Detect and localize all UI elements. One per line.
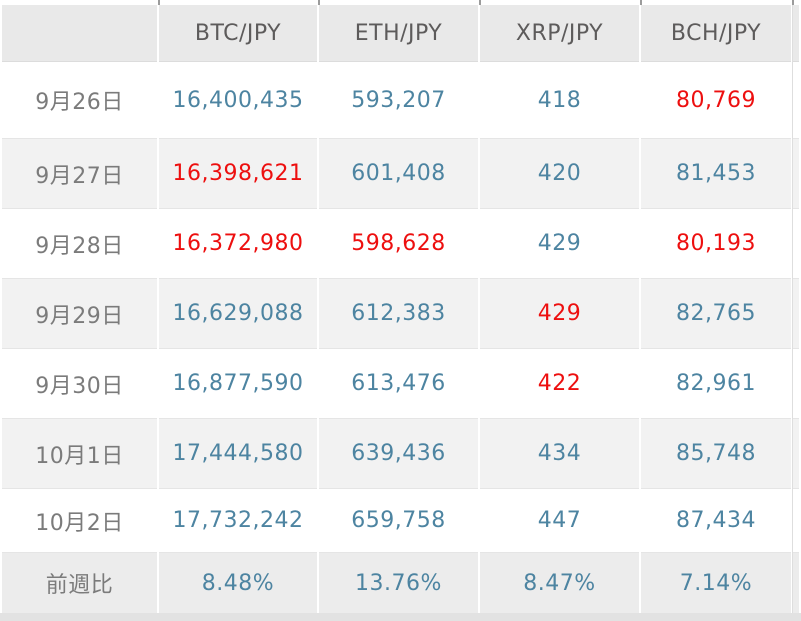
date-cell: 9月28日 (2, 209, 157, 279)
eth-price-cell: 659,758 (319, 489, 478, 553)
column-header-eth-jpy: ETH/JPY (319, 5, 478, 62)
date-cell: 10月2日 (2, 489, 157, 553)
right-column-divider-line (792, 5, 793, 613)
cutoff-column-sliver (793, 419, 799, 489)
bch-price-cell: 80,769 (641, 62, 791, 139)
eth-price-cell: 598,628 (319, 209, 478, 279)
column-divider-tick (792, 0, 794, 5)
weekly-change-row: 前週比 8.48% 13.76% 8.47% 7.14% (2, 553, 799, 613)
table-row: 9月29日 16,629,088 612,383 429 82,765 (2, 279, 799, 349)
date-cell: 9月30日 (2, 349, 157, 419)
cutoff-column-sliver (793, 5, 799, 62)
xrp-price-cell: 420 (480, 139, 639, 209)
xrp-price-cell: 429 (480, 209, 639, 279)
btc-price-cell: 17,732,242 (159, 489, 317, 553)
eth-price-cell: 612,383 (319, 279, 478, 349)
table-row: 9月27日 16,398,621 601,408 420 81,453 (2, 139, 799, 209)
eth-price-cell: 639,436 (319, 419, 478, 489)
eth-price-cell: 601,408 (319, 139, 478, 209)
column-header-bch-jpy: BCH/JPY (641, 5, 791, 62)
cutoff-column-sliver (793, 489, 799, 553)
bch-price-cell: 80,193 (641, 209, 791, 279)
eth-weekly-change-cell: 13.76% (319, 553, 478, 613)
btc-weekly-change-cell: 8.48% (159, 553, 317, 613)
btc-price-cell: 16,372,980 (159, 209, 317, 279)
btc-price-cell: 16,398,621 (159, 139, 317, 209)
cutoff-column-sliver (793, 553, 799, 613)
table-row: 10月1日 17,444,580 639,436 434 85,748 (2, 419, 799, 489)
btc-price-cell: 16,877,590 (159, 349, 317, 419)
cutoff-column-sliver (793, 209, 799, 279)
table-row: 10月2日 17,732,242 659,758 447 87,434 (2, 489, 799, 553)
btc-price-cell: 17,444,580 (159, 419, 317, 489)
xrp-price-cell: 434 (480, 419, 639, 489)
date-cell: 9月29日 (2, 279, 157, 349)
date-column-header (2, 5, 157, 62)
table-row: 9月28日 16,372,980 598,628 429 80,193 (2, 209, 799, 279)
xrp-price-cell: 447 (480, 489, 639, 553)
eth-price-cell: 593,207 (319, 62, 478, 139)
column-divider-tick (318, 0, 320, 5)
date-cell: 10月1日 (2, 419, 157, 489)
bottom-edge-strip (0, 613, 801, 621)
btc-price-cell: 16,629,088 (159, 279, 317, 349)
weekly-change-label: 前週比 (2, 553, 157, 613)
column-divider-tick (640, 0, 642, 5)
bch-price-cell: 81,453 (641, 139, 791, 209)
xrp-price-cell: 429 (480, 279, 639, 349)
weekly-crypto-price-table: BTC/JPY ETH/JPY XRP/JPY BCH/JPY 9月26日 16… (0, 5, 801, 613)
date-cell: 9月27日 (2, 139, 157, 209)
cutoff-column-sliver (793, 62, 799, 139)
xrp-weekly-change-cell: 8.47% (480, 553, 639, 613)
date-cell: 9月26日 (2, 62, 157, 139)
xrp-price-cell: 422 (480, 349, 639, 419)
table-row: 9月30日 16,877,590 613,476 422 82,961 (2, 349, 799, 419)
column-header-xrp-jpy: XRP/JPY (480, 5, 639, 62)
column-divider-tick (479, 0, 481, 5)
cutoff-column-sliver (793, 139, 799, 209)
column-divider-tick (158, 0, 160, 5)
bch-price-cell: 87,434 (641, 489, 791, 553)
bch-price-cell: 85,748 (641, 419, 791, 489)
bch-price-cell: 82,961 (641, 349, 791, 419)
btc-price-cell: 16,400,435 (159, 62, 317, 139)
cutoff-row-sliver (0, 0, 801, 5)
header-row: BTC/JPY ETH/JPY XRP/JPY BCH/JPY (2, 5, 799, 62)
table-row: 9月26日 16,400,435 593,207 418 80,769 (2, 62, 799, 139)
bch-price-cell: 82,765 (641, 279, 791, 349)
cutoff-column-sliver (793, 279, 799, 349)
bch-weekly-change-cell: 7.14% (641, 553, 791, 613)
cutoff-column-sliver (793, 349, 799, 419)
eth-price-cell: 613,476 (319, 349, 478, 419)
xrp-price-cell: 418 (480, 62, 639, 139)
column-header-btc-jpy: BTC/JPY (159, 5, 317, 62)
